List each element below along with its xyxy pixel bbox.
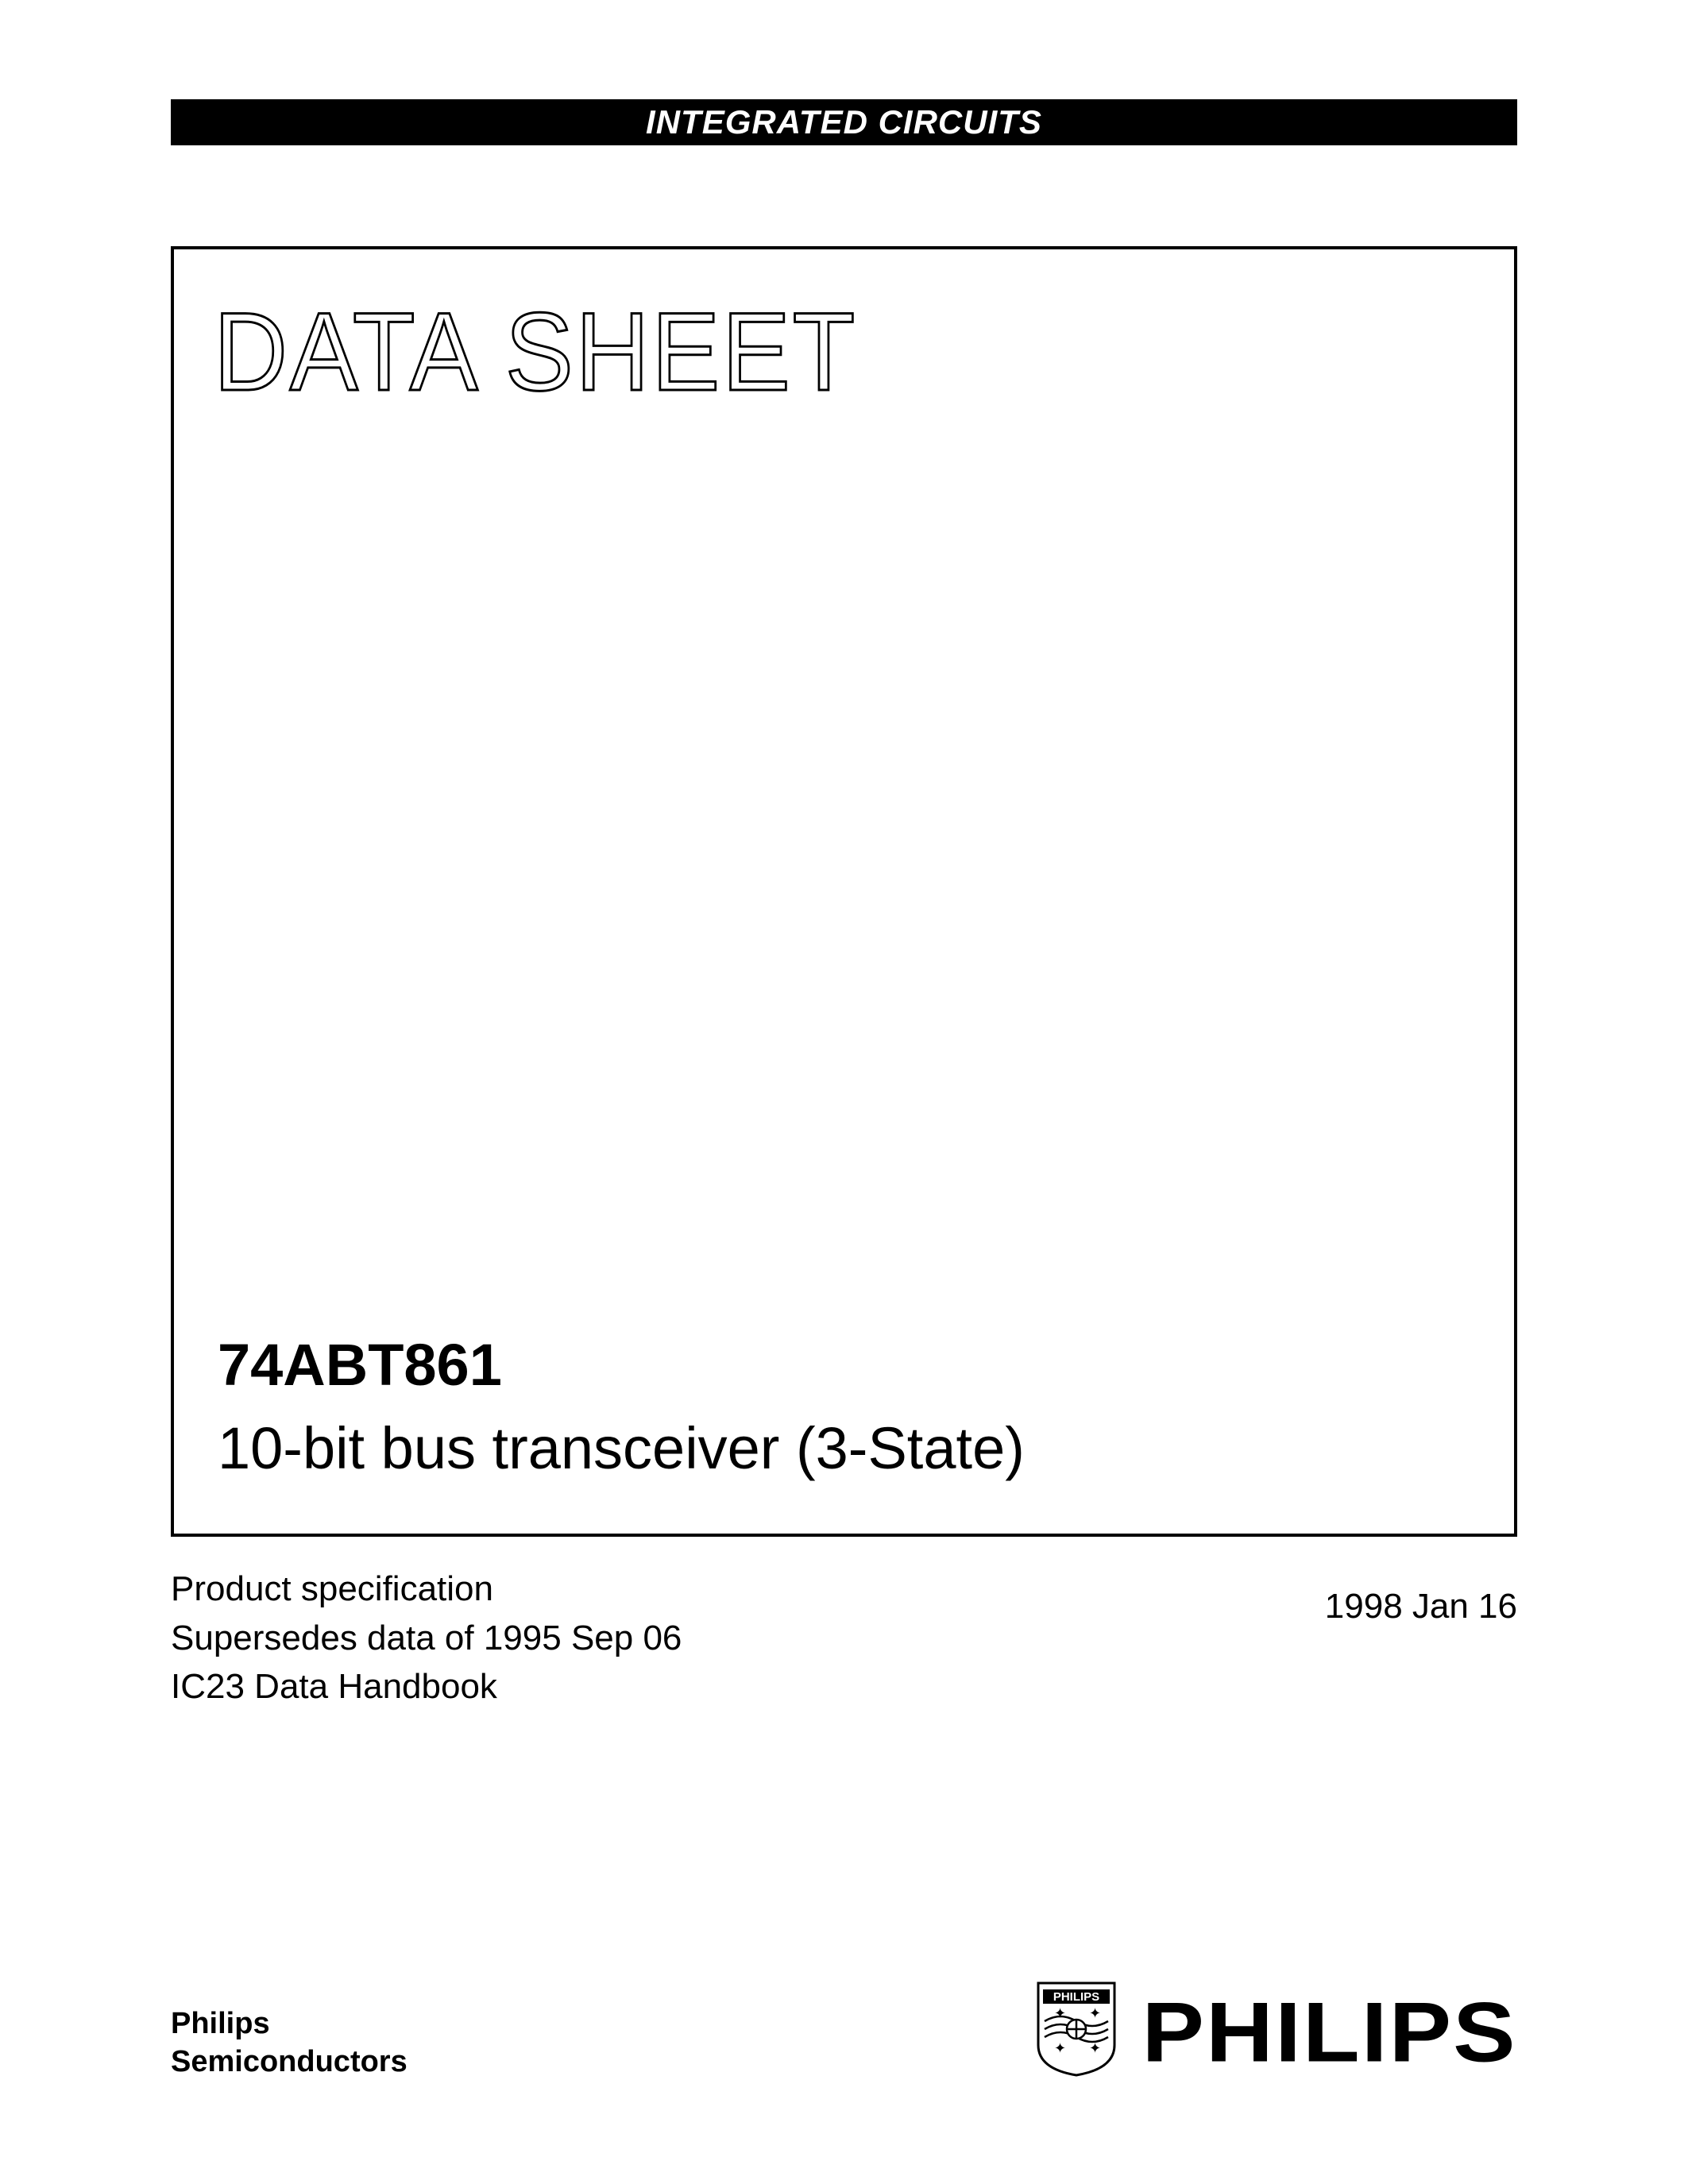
spec-block: Product specification Supersedes data of… — [171, 1565, 682, 1711]
spec-line-3: IC23 Data Handbook — [171, 1662, 682, 1711]
company-line-1: Philips — [171, 2005, 408, 2043]
part-number: 74ABT861 — [218, 1331, 502, 1399]
philips-shield-icon: PHILIPS ✦ ✦ ✦ ✦ — [1037, 1981, 1116, 2077]
philips-wordmark: PHILIPS — [1142, 1983, 1517, 2081]
svg-text:✦: ✦ — [1054, 2040, 1066, 2056]
document-date: 1998 Jan 16 — [1325, 1587, 1517, 1626]
company-line-2: Semiconductors — [171, 2043, 408, 2082]
part-description: 10-bit bus transceiver (3-State) — [218, 1414, 1025, 1482]
content-frame: DATA SHEET 74ABT861 10-bit bus transceiv… — [171, 246, 1517, 1537]
datasheet-title: DATA SHEET — [214, 287, 857, 416]
svg-text:✦: ✦ — [1089, 2005, 1101, 2021]
company-name: Philips Semiconductors — [171, 2005, 408, 2081]
spec-line-2: Supersedes data of 1995 Sep 06 — [171, 1614, 682, 1663]
shield-label: PHILIPS — [1053, 1990, 1099, 2004]
spec-line-1: Product specification — [171, 1565, 682, 1614]
svg-text:✦: ✦ — [1054, 2005, 1066, 2021]
header-banner: INTEGRATED CIRCUITS — [171, 99, 1517, 145]
svg-text:✦: ✦ — [1089, 2040, 1101, 2056]
